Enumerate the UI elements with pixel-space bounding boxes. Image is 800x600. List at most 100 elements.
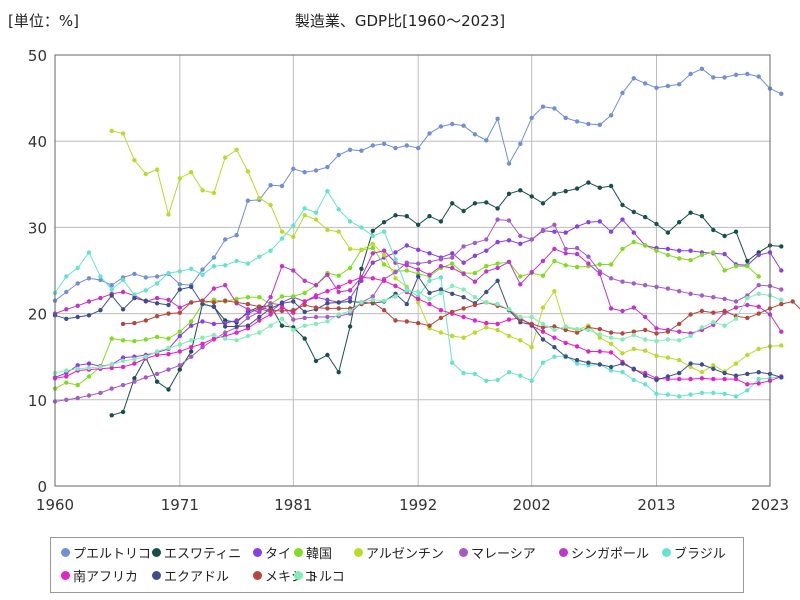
data-point [529, 194, 534, 199]
data-point [438, 257, 444, 262]
data-point [438, 330, 444, 335]
data-point [404, 268, 409, 273]
data-point [279, 301, 285, 306]
data-point [552, 327, 557, 333]
data-point [98, 274, 103, 279]
data-point [381, 252, 387, 258]
data-point [677, 289, 682, 294]
legend-label: エスワティニ [164, 547, 242, 562]
data-point [132, 361, 137, 366]
legend: プエルトリコ エスワティニ タイ 韓国 アルゼンチン マレーシア シンガポール ブラジル 南アフ… [50, 537, 744, 593]
legend-label: シンガポール [571, 547, 650, 562]
data-point [211, 300, 217, 305]
data-point [586, 360, 591, 365]
data-point [756, 304, 761, 309]
data-point [359, 266, 364, 271]
data-point [325, 352, 330, 358]
data-point [64, 397, 69, 402]
data-point [143, 288, 148, 293]
data-point [438, 124, 444, 129]
data-point [64, 289, 69, 295]
data-point [597, 335, 602, 340]
data-point [154, 352, 160, 358]
data-point [416, 289, 421, 295]
data-point [450, 360, 455, 365]
data-point [370, 297, 375, 302]
data-point [518, 233, 523, 239]
data-point [189, 319, 194, 324]
data-point [336, 284, 341, 290]
data-point [416, 222, 421, 227]
data-point [450, 309, 455, 315]
data-point [574, 330, 580, 335]
data-point [98, 308, 103, 313]
data-point [359, 225, 364, 230]
data-point [438, 315, 444, 321]
data-point [325, 272, 330, 277]
data-point [620, 351, 625, 356]
data-point [245, 198, 251, 203]
data-point [427, 214, 432, 219]
data-point [711, 366, 716, 371]
data-point [245, 301, 251, 307]
data-point [722, 268, 727, 273]
data-point [631, 332, 636, 338]
data-point [291, 317, 296, 322]
data-point [109, 362, 114, 367]
data-point [132, 292, 137, 297]
line-chart: 0 10 20 30 40 50 1960 1971 1981 1992 2002 2013 2023 [28, 47, 800, 514]
data-point [189, 323, 194, 328]
data-point [552, 258, 557, 264]
data-point [268, 301, 273, 306]
data-point [120, 321, 126, 327]
data-point [574, 344, 580, 349]
data-point [98, 364, 103, 370]
data-point [189, 345, 194, 350]
data-point [404, 288, 409, 293]
data-point [699, 308, 705, 314]
data-point [552, 106, 557, 111]
data-point [223, 324, 228, 329]
data-point [177, 367, 182, 372]
data-point [302, 309, 307, 315]
data-point [325, 314, 330, 320]
data-point [495, 327, 500, 333]
data-point [347, 288, 353, 293]
data-point [461, 123, 466, 128]
data-point [506, 238, 512, 243]
data-point [325, 289, 330, 294]
legend-item: エクアドル [152, 566, 229, 585]
data-point [336, 306, 341, 311]
data-point [416, 261, 421, 266]
data-point [665, 246, 671, 252]
data-point [393, 276, 398, 281]
data-point [586, 349, 591, 354]
data-point [120, 364, 126, 370]
data-point [461, 370, 466, 376]
data-point [586, 180, 591, 185]
data-point [381, 141, 387, 146]
data-point [745, 388, 750, 393]
data-point [779, 287, 784, 292]
data-point [484, 248, 489, 253]
data-point [450, 333, 455, 339]
data-point [302, 336, 307, 341]
data-point [608, 183, 614, 189]
data-point [677, 82, 682, 87]
legend-marker [559, 548, 568, 557]
data-point [291, 327, 296, 333]
data-point [98, 295, 103, 301]
data-point [495, 206, 500, 211]
data-point [166, 212, 171, 217]
data-point [336, 289, 341, 295]
data-point [347, 246, 353, 252]
data-point [189, 354, 194, 359]
data-point [257, 309, 262, 315]
data-point [654, 353, 659, 358]
data-point [211, 321, 217, 327]
data-point [506, 218, 512, 223]
data-point [200, 301, 205, 307]
data-point [620, 308, 625, 314]
data-point [325, 297, 330, 302]
data-point [189, 338, 194, 343]
